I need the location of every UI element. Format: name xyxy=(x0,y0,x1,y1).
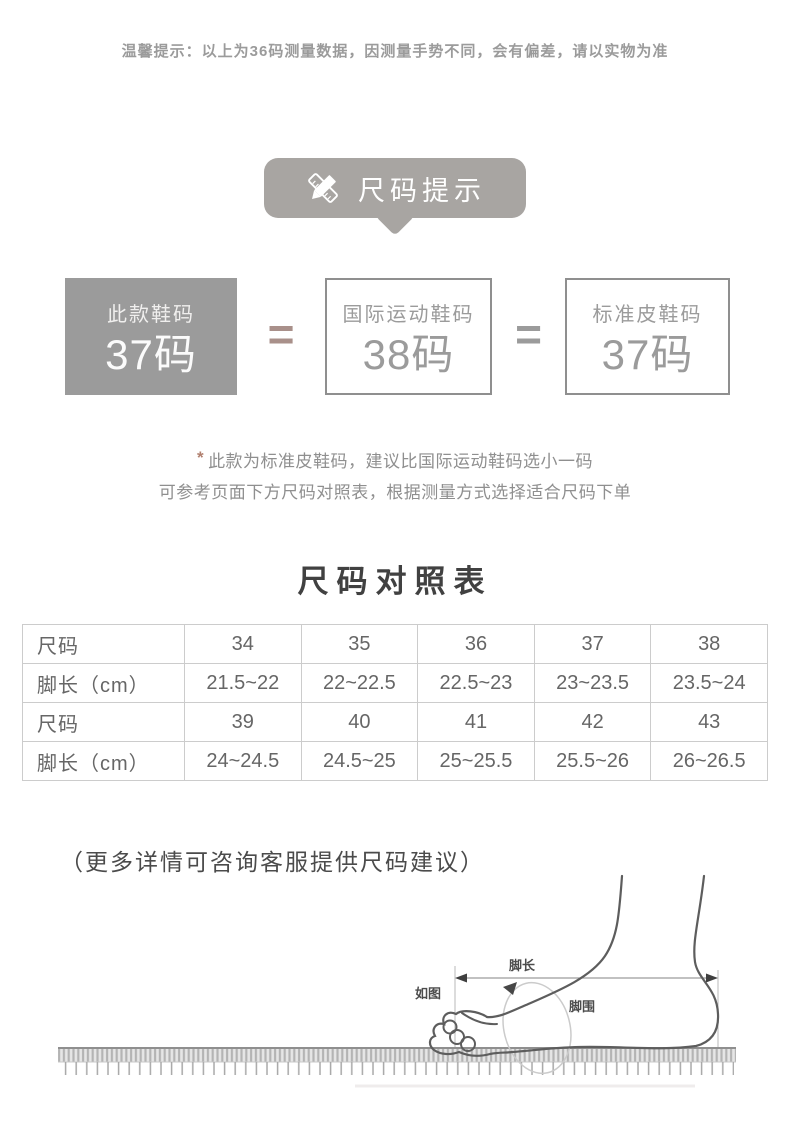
this-shoe-box: 此款鞋码 37码 xyxy=(65,278,237,395)
value-cell: 38 xyxy=(650,624,768,664)
standard-leather-box: 标准皮鞋码 37码 xyxy=(565,278,730,395)
value-cell: 40 xyxy=(300,702,419,742)
size-chart-title: 尺码对照表 xyxy=(297,564,493,599)
value-cell: 23~23.5 xyxy=(533,663,652,703)
value-cell: 41 xyxy=(417,702,535,742)
as-shown-label: 如图 xyxy=(415,986,441,1001)
foot-length-label: 脚长 xyxy=(509,958,536,973)
value-cell: 34 xyxy=(184,624,302,664)
table-row: 脚长（cm） 21.5~22 22~22.5 22.5~23 23~23.5 2… xyxy=(22,663,768,703)
value-cell: 22~22.5 xyxy=(300,663,419,703)
foot-outline xyxy=(428,874,720,1057)
value-cell: 37 xyxy=(533,624,652,664)
notice-text: 温馨提示：以上为36码测量数据，因测量手势不同，会有偏差，请以实物为准 xyxy=(121,43,669,60)
size-chart-table: 尺码 34 35 36 37 38 脚长（cm） 21.5~22 22~22.5… xyxy=(22,624,768,781)
note-line-1-text: 此款为标准皮鞋码，建议比国际运动鞋码选小一码 xyxy=(208,452,594,471)
row-label-cell: 脚长（cm） xyxy=(22,741,185,781)
value-cell: 25.5~26 xyxy=(533,741,652,781)
note-line-1: * 此款为标准皮鞋码，建议比国际运动鞋码选小一码 xyxy=(0,446,790,477)
value-cell: 24~24.5 xyxy=(184,741,302,781)
row-label-cell: 脚长（cm） xyxy=(22,663,185,703)
box-title: 此款鞋码 xyxy=(107,303,195,326)
box-value: 37码 xyxy=(105,330,197,378)
value-cell: 39 xyxy=(184,702,302,742)
value-cell: 43 xyxy=(650,702,768,742)
size-tip-label: 尺码提示 xyxy=(358,175,486,206)
equals-sign: = xyxy=(267,308,295,360)
caption-text: （更多详情可咨询客服提供尺码建议） xyxy=(60,849,485,875)
size-tip-badge: 尺码提示 xyxy=(264,158,526,218)
table-row: 脚长（cm） 24~24.5 24.5~25 25~25.5 25.5~26 2… xyxy=(22,741,768,781)
foot-girth-label: 脚围 xyxy=(569,999,595,1014)
value-cell: 23.5~24 xyxy=(650,663,768,703)
note-asterisk: * xyxy=(196,448,205,467)
value-cell: 24.5~25 xyxy=(300,741,419,781)
value-cell: 42 xyxy=(533,702,652,742)
note-block: * 此款为标准皮鞋码，建议比国际运动鞋码选小一码 可参考页面下方尺码对照表，根据测… xyxy=(0,446,790,508)
intl-sport-box: 国际运动鞋码 38码 xyxy=(325,278,492,395)
note-line-2: 可参考页面下方尺码对照表，根据测量方式选择适合尺码下单 xyxy=(158,483,632,502)
row-label-cell: 尺码 xyxy=(22,702,185,742)
value-cell: 22.5~23 xyxy=(417,663,535,703)
value-cell: 35 xyxy=(300,624,419,664)
ruler-pencil-icon xyxy=(308,173,338,203)
value-cell: 36 xyxy=(417,624,535,664)
foot-girth-ellipse xyxy=(502,981,572,1075)
box-title: 国际运动鞋码 xyxy=(342,303,475,326)
foot-measure-diagram: 脚长 如图 脚围 xyxy=(58,874,736,1088)
table-row: 尺码 34 35 36 37 38 xyxy=(22,624,768,664)
box-title: 标准皮鞋码 xyxy=(592,303,703,326)
value-cell: 26~26.5 xyxy=(650,741,768,781)
value-cell: 25~25.5 xyxy=(417,741,535,781)
row-label-cell: 尺码 xyxy=(22,624,185,664)
equals-sign: = xyxy=(515,308,542,360)
value-cell: 21.5~22 xyxy=(184,663,302,703)
foot-length-arrow xyxy=(454,966,719,1047)
box-value: 37码 xyxy=(601,330,694,378)
table-row: 尺码 39 40 41 42 43 xyxy=(22,702,768,742)
ruler-graphic xyxy=(58,1047,736,1088)
box-value: 38码 xyxy=(362,330,455,378)
